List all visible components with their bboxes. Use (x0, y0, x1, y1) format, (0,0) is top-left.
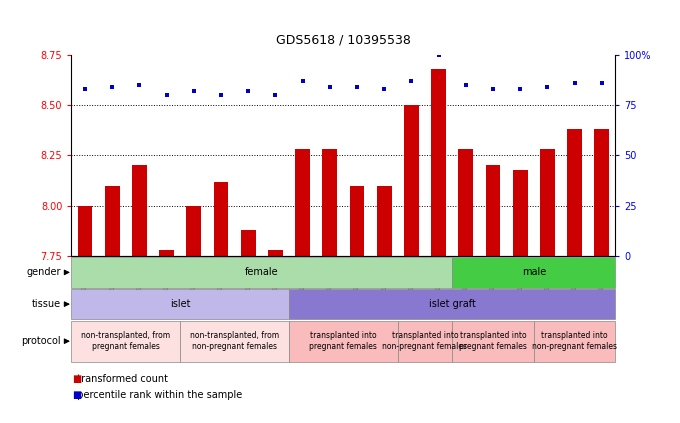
Bar (431, 69, 446, 256)
Text: transplanted into
non-pregnant females: transplanted into non-pregnant females (532, 331, 617, 351)
Point (107, 84, 118, 91)
Point (379, 86, 390, 93)
Text: gender: gender (27, 267, 61, 277)
Point (515, 86, 526, 93)
Bar (567, 129, 582, 256)
Point (352, 84, 362, 91)
Text: islet graft: islet graft (429, 299, 475, 309)
Bar (186, 206, 201, 256)
Point (216, 92, 226, 99)
Point (324, 84, 335, 91)
Bar (159, 250, 174, 256)
Point (243, 88, 254, 94)
Point (488, 86, 498, 93)
Point (596, 80, 607, 87)
Bar (241, 230, 256, 256)
Point (80, 86, 90, 93)
Text: female: female (245, 267, 279, 277)
Point (433, 52, 444, 58)
Bar (540, 149, 555, 256)
Text: transplanted into
non-pregnant females: transplanted into non-pregnant females (382, 331, 468, 351)
Point (297, 78, 308, 85)
Bar (513, 170, 528, 256)
Point (542, 84, 553, 91)
Text: percentile rank within the sample: percentile rank within the sample (71, 390, 243, 400)
Bar (458, 149, 473, 256)
Text: ■: ■ (72, 390, 82, 400)
Text: male: male (522, 267, 546, 277)
Bar (78, 206, 92, 256)
Text: islet: islet (170, 299, 190, 309)
Text: GDS5618 / 10395538: GDS5618 / 10395538 (276, 33, 411, 47)
Text: non-transplanted, from
non-pregnant females: non-transplanted, from non-pregnant fema… (190, 331, 279, 351)
Bar (132, 165, 147, 256)
Point (270, 92, 281, 99)
Point (134, 82, 145, 88)
Text: tissue: tissue (32, 299, 61, 309)
Point (161, 92, 172, 99)
Bar (377, 186, 392, 256)
Bar (404, 105, 419, 256)
Bar (594, 129, 609, 256)
Bar (214, 181, 228, 256)
Bar (350, 186, 364, 256)
Bar (295, 149, 310, 256)
Point (460, 82, 471, 88)
Bar (268, 250, 283, 256)
Point (406, 78, 417, 85)
Text: non-transplanted, from
pregnant females: non-transplanted, from pregnant females (81, 331, 171, 351)
Text: protocol: protocol (22, 336, 61, 346)
Bar (486, 165, 500, 256)
Bar (105, 186, 120, 256)
Point (188, 88, 199, 94)
Text: transformed count: transformed count (71, 374, 169, 384)
Bar (322, 149, 337, 256)
Point (569, 80, 580, 87)
Text: transplanted into
pregnant females: transplanted into pregnant females (309, 331, 377, 351)
Text: transplanted into
pregnant females: transplanted into pregnant females (459, 331, 527, 351)
Text: ■: ■ (72, 374, 82, 384)
